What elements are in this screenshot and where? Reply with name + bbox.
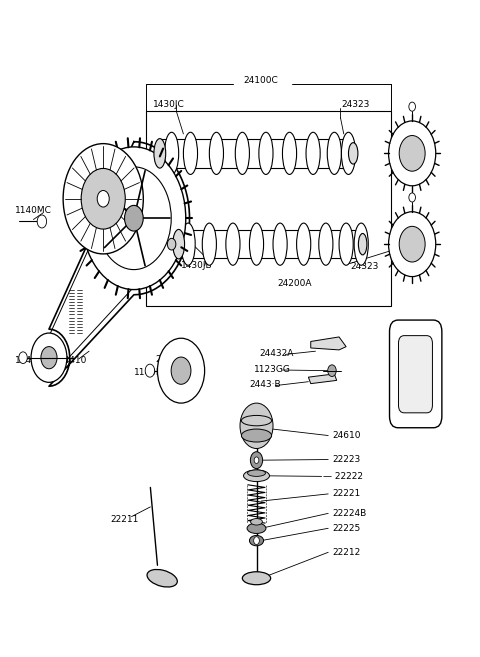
Ellipse shape <box>243 470 269 482</box>
Text: 1123GG: 1123GG <box>254 365 291 374</box>
Ellipse shape <box>354 223 368 265</box>
Ellipse shape <box>241 415 272 426</box>
Text: 22224B: 22224B <box>332 509 366 518</box>
Ellipse shape <box>147 570 177 587</box>
Circle shape <box>124 206 143 231</box>
Ellipse shape <box>250 535 264 546</box>
Ellipse shape <box>183 132 198 175</box>
Text: 2443·B: 2443·B <box>250 380 281 390</box>
Text: 22225: 22225 <box>332 524 360 533</box>
Circle shape <box>389 121 436 186</box>
Polygon shape <box>311 337 346 350</box>
Circle shape <box>82 147 186 290</box>
FancyBboxPatch shape <box>389 320 442 428</box>
Text: — 22222: — 22222 <box>323 472 362 481</box>
Text: 24211: 24211 <box>139 168 167 177</box>
Ellipse shape <box>319 223 333 265</box>
Circle shape <box>37 215 47 228</box>
Text: 24200A: 24200A <box>278 279 312 288</box>
Circle shape <box>19 352 27 363</box>
Circle shape <box>31 333 67 382</box>
Text: 22221: 22221 <box>332 489 360 499</box>
Circle shape <box>145 364 155 377</box>
Circle shape <box>41 347 57 369</box>
Circle shape <box>399 226 425 262</box>
Text: 1430JB: 1430JB <box>181 261 213 270</box>
Circle shape <box>399 135 425 171</box>
Text: 24810A: 24810A <box>155 355 190 364</box>
Circle shape <box>240 403 273 449</box>
Ellipse shape <box>250 223 264 265</box>
Circle shape <box>96 167 171 269</box>
Text: 24432A: 24432A <box>259 349 293 357</box>
Ellipse shape <box>242 572 271 585</box>
Circle shape <box>97 191 109 207</box>
Ellipse shape <box>248 470 265 476</box>
Circle shape <box>157 338 204 403</box>
Ellipse shape <box>165 132 179 175</box>
Text: 24323: 24323 <box>351 262 379 271</box>
Ellipse shape <box>259 132 273 175</box>
Circle shape <box>254 457 259 463</box>
Text: 1140HH: 1140HH <box>14 357 51 365</box>
Ellipse shape <box>251 518 263 525</box>
Ellipse shape <box>339 223 353 265</box>
Ellipse shape <box>348 143 358 164</box>
Text: 1430JC: 1430JC <box>153 101 184 109</box>
Ellipse shape <box>341 132 356 175</box>
Text: 1140HD: 1140HD <box>134 368 170 377</box>
Circle shape <box>171 357 191 384</box>
Circle shape <box>409 102 416 111</box>
Ellipse shape <box>202 223 216 265</box>
Circle shape <box>328 365 336 376</box>
Ellipse shape <box>181 223 195 265</box>
Ellipse shape <box>168 238 176 250</box>
Text: 24312: 24312 <box>77 168 106 177</box>
Circle shape <box>409 193 416 202</box>
Text: 1140MC: 1140MC <box>14 206 51 215</box>
FancyBboxPatch shape <box>398 336 432 413</box>
Ellipse shape <box>209 132 224 175</box>
Ellipse shape <box>235 132 250 175</box>
Circle shape <box>251 452 263 468</box>
Bar <box>145 111 391 306</box>
Ellipse shape <box>154 139 166 168</box>
Ellipse shape <box>226 223 240 265</box>
Text: 24100C: 24100C <box>244 76 278 85</box>
Text: 22212: 22212 <box>332 548 360 556</box>
Ellipse shape <box>306 132 320 175</box>
Text: 24323: 24323 <box>341 101 370 109</box>
Ellipse shape <box>359 233 367 255</box>
Circle shape <box>81 168 125 229</box>
Circle shape <box>63 144 144 254</box>
Text: 22211: 22211 <box>110 515 139 524</box>
Ellipse shape <box>327 132 341 175</box>
Polygon shape <box>308 374 336 384</box>
Ellipse shape <box>297 223 311 265</box>
Text: 24410: 24410 <box>59 357 87 365</box>
Circle shape <box>253 537 259 545</box>
Circle shape <box>389 212 436 277</box>
Text: 24610: 24610 <box>332 431 360 440</box>
Ellipse shape <box>273 223 287 265</box>
Ellipse shape <box>241 429 272 442</box>
Text: 24321: 24321 <box>400 349 429 357</box>
Text: 22223: 22223 <box>332 455 360 464</box>
Ellipse shape <box>173 229 185 259</box>
Ellipse shape <box>247 523 266 533</box>
Ellipse shape <box>282 132 297 175</box>
